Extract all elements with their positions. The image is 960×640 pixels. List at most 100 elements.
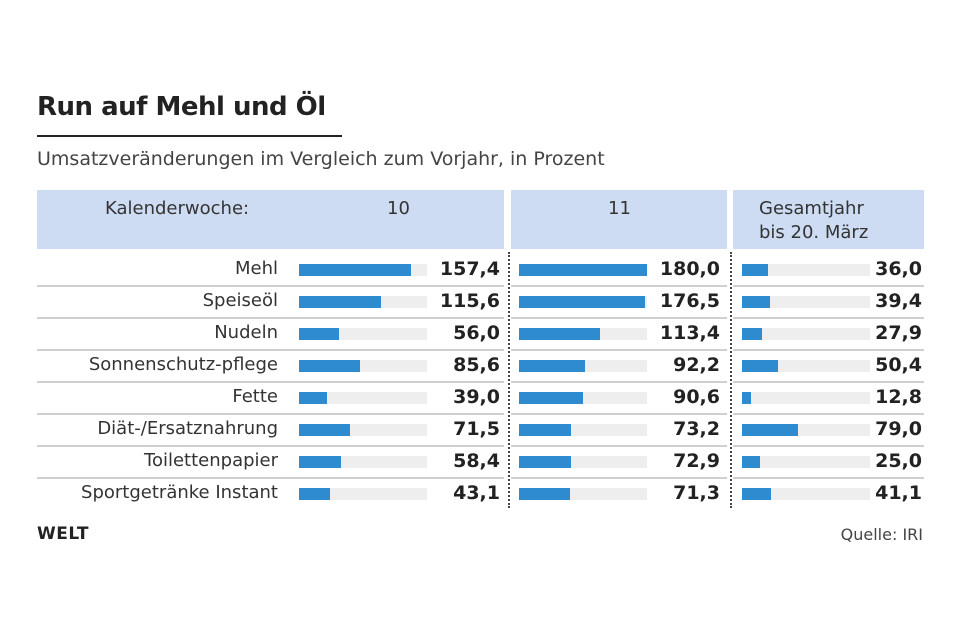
series-name-10: 10 [387, 198, 410, 219]
data-label: 79,0 [875, 418, 922, 440]
bar-track [299, 488, 427, 500]
column-divider [730, 252, 732, 508]
column-divider [508, 252, 510, 508]
chart-title: Run auf Mehl und Öl [37, 92, 326, 122]
bar [742, 264, 768, 276]
bar [299, 456, 341, 468]
series-name-year-line1: Gesamtjahr [759, 198, 864, 219]
bar-track [742, 488, 870, 500]
bar [742, 424, 799, 436]
data-label: 36,0 [875, 258, 922, 280]
bar-track [299, 360, 427, 372]
series-name-year-line2: bis 20. März [759, 222, 869, 243]
bar-track [742, 360, 870, 372]
bar-track [742, 296, 870, 308]
data-label: 73,2 [673, 418, 720, 440]
row-separator [733, 285, 924, 287]
data-label: 115,6 [439, 290, 500, 312]
category-label: Mehl [234, 258, 278, 279]
data-label: 27,9 [875, 322, 922, 344]
row-separator [37, 413, 504, 415]
bar [742, 456, 760, 468]
row-separator [511, 317, 727, 319]
bar-track [299, 264, 427, 276]
row-separator [37, 445, 504, 447]
bar [742, 296, 771, 308]
bar [299, 424, 350, 436]
data-label: 85,6 [453, 354, 500, 376]
series-name-11: 11 [608, 198, 631, 219]
row-separator [37, 317, 504, 319]
row-separator [511, 285, 727, 287]
data-label: 43,1 [453, 482, 500, 504]
row-separator [733, 381, 924, 383]
data-label: 25,0 [875, 450, 922, 472]
data-label: 176,5 [659, 290, 720, 312]
bar-track [519, 456, 647, 468]
bar [519, 488, 570, 500]
row-separator [511, 413, 727, 415]
bar [299, 360, 360, 372]
data-label: 157,4 [439, 258, 500, 280]
bar-track [742, 424, 870, 436]
category-label: Speiseöl [202, 290, 278, 311]
row-separator [511, 445, 727, 447]
bar [519, 328, 600, 340]
bar-track [519, 424, 647, 436]
data-label: 72,9 [673, 450, 720, 472]
data-label: 39,4 [875, 290, 922, 312]
data-label: 71,5 [453, 418, 500, 440]
bar-track [299, 328, 427, 340]
bar-track [299, 392, 427, 404]
bar-track [519, 328, 647, 340]
bar-track [742, 328, 870, 340]
bar-track [519, 392, 647, 404]
bar [742, 392, 752, 404]
data-label: 71,3 [673, 482, 720, 504]
header-year: Gesamtjahr bis 20. März [733, 190, 924, 249]
row-separator [37, 349, 504, 351]
bar-track [299, 424, 427, 436]
bar-track [299, 456, 427, 468]
data-label: 180,0 [659, 258, 720, 280]
data-label: 90,6 [673, 386, 720, 408]
welt-logo: WELT [37, 524, 89, 544]
header-week-10: Kalenderwoche: 10 [37, 190, 504, 249]
bar [519, 424, 572, 436]
data-label: 41,1 [875, 482, 922, 504]
row-separator [37, 381, 504, 383]
bar [519, 392, 584, 404]
row-separator [37, 477, 504, 479]
row-separator [511, 477, 727, 479]
category-label: Sonnenschutz-pflege [88, 354, 278, 375]
row-separator [733, 317, 924, 319]
bar [742, 328, 762, 340]
bar [519, 456, 571, 468]
bar-track [519, 264, 647, 276]
category-label: Sportgetränke Instant [81, 482, 278, 503]
category-label: Diät-/Ersatznahrung [97, 418, 278, 439]
bar-track [742, 456, 870, 468]
bar [299, 264, 411, 276]
category-label: Toilettenpapier [144, 450, 278, 471]
row-separator [511, 381, 727, 383]
chart-subtitle: Umsatzveränderungen im Vergleich zum Vor… [37, 148, 605, 170]
bar [299, 296, 382, 308]
bar-track [519, 360, 647, 372]
data-label: 50,4 [875, 354, 922, 376]
data-label: 58,4 [453, 450, 500, 472]
bar-track [742, 392, 870, 404]
source-note: Quelle: IRI [840, 525, 923, 544]
bar-track [519, 296, 647, 308]
bar-track [742, 264, 870, 276]
bar [519, 360, 585, 372]
header-label: Kalenderwoche: [105, 198, 250, 219]
data-label: 92,2 [673, 354, 720, 376]
data-label: 12,8 [875, 386, 922, 408]
row-separator [733, 413, 924, 415]
row-separator [511, 349, 727, 351]
bar [299, 488, 330, 500]
bar-track [299, 296, 427, 308]
bar [299, 392, 327, 404]
